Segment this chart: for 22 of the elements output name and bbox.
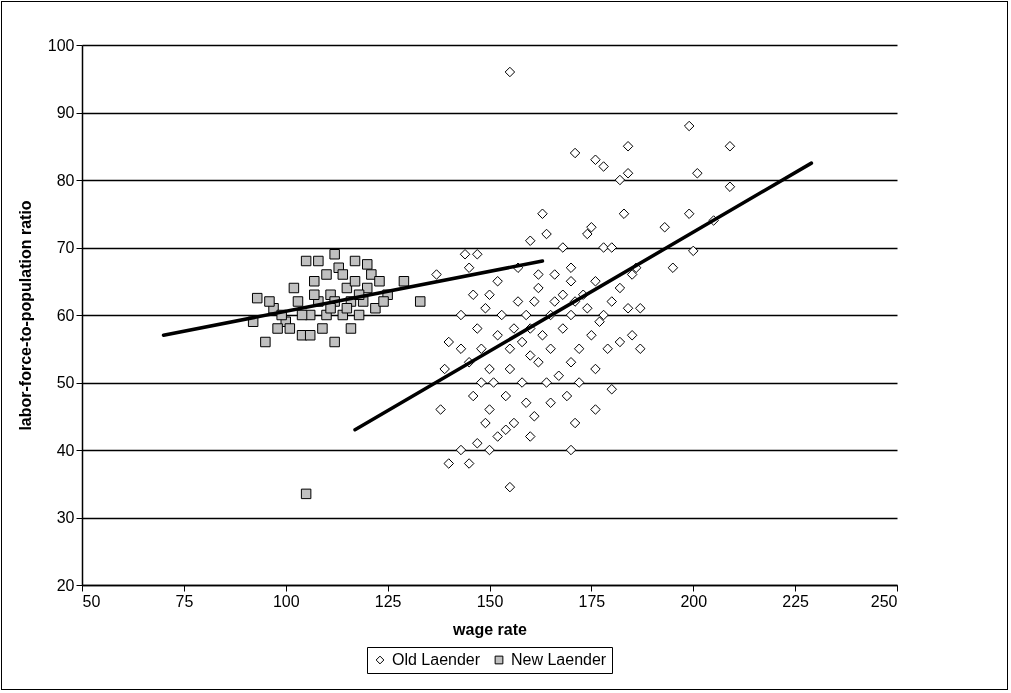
- legend-label: Old Laender: [392, 651, 481, 668]
- y-tick-label: 60: [56, 306, 75, 324]
- x-tick-label: 175: [578, 592, 606, 610]
- x-tick-label: 225: [782, 592, 810, 610]
- y-tick-label: 40: [56, 441, 75, 459]
- x-tick-label: 125: [374, 592, 402, 610]
- y-tick-label: 70: [56, 239, 75, 256]
- x-tick-label: 100: [272, 592, 300, 610]
- x-tick-label: 250: [870, 592, 898, 610]
- y-axis-title: labor-force-to-population ratio: [16, 200, 34, 431]
- x-tick-label: 75: [175, 592, 194, 610]
- x-axis-title: wage rate: [452, 620, 528, 638]
- y-tick-label: 80: [56, 171, 75, 189]
- legend-label: New Laender: [511, 651, 607, 668]
- y-tick-label: 30: [56, 509, 75, 526]
- y-tick-label: 100: [47, 36, 75, 54]
- x-tick-label: 150: [476, 592, 504, 610]
- y-tick-label: 90: [56, 104, 75, 121]
- x-tick-label: 200: [680, 592, 708, 610]
- y-tick-label: 50: [56, 374, 75, 391]
- y-tick-label: 20: [56, 576, 75, 594]
- x-tick-label: 50: [82, 592, 101, 610]
